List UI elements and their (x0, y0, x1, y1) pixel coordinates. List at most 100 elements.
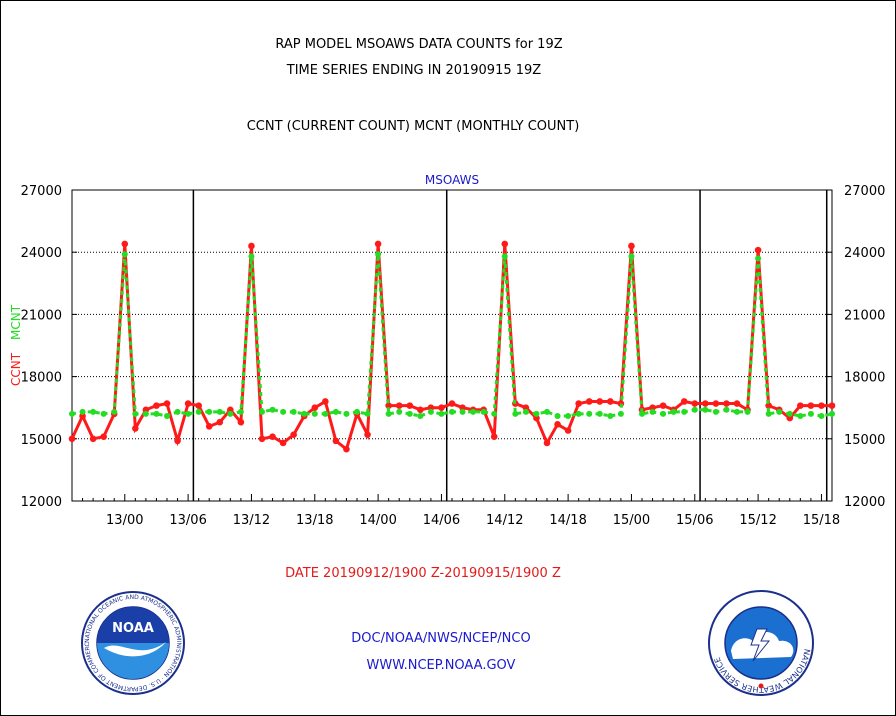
ccnt-point (659, 402, 667, 409)
mcnt-point (227, 410, 234, 417)
mcnt-point (121, 251, 128, 258)
ccnt-point (575, 400, 582, 407)
y-tick-label-left: 15000 (21, 433, 62, 448)
mcnt-point (164, 412, 170, 419)
mcnt-point (132, 410, 139, 417)
mcnt-point (744, 408, 751, 415)
ccnt-point (269, 433, 276, 441)
mcnt-point (343, 410, 350, 417)
x-tick-label: 14/00 (359, 513, 396, 528)
mcnt-point (449, 408, 455, 415)
mcnt-point (79, 408, 86, 415)
ccnt-point (585, 398, 593, 405)
mcnt-point (438, 410, 445, 417)
ccnt-point (332, 437, 340, 445)
mcnt-point (470, 408, 477, 415)
ccnt-point (184, 400, 192, 407)
x-tick-label: 13/18 (296, 513, 333, 528)
mcnt-point (237, 408, 244, 415)
ccnt-point (607, 398, 614, 405)
mcnt-point (480, 408, 487, 415)
ccnt-point (311, 404, 319, 412)
ccnt-point (702, 400, 709, 407)
ccnt-point (754, 246, 762, 254)
y-tick-label-right: 15000 (844, 433, 885, 448)
mcnt-point (544, 408, 550, 415)
plot-title: MSOAWS (425, 173, 479, 187)
mcnt-point (459, 408, 466, 415)
mcnt-point (786, 410, 793, 417)
y-tick-label-left: 21000 (21, 308, 62, 323)
mcnt-point (501, 253, 508, 260)
ccnt-point (237, 418, 245, 426)
y-tick-label-right: 27000 (844, 184, 885, 199)
mcnt-point (195, 408, 202, 415)
ccnt-point (248, 242, 255, 250)
mcnt-point (491, 410, 498, 417)
mcnt-point (248, 253, 255, 260)
mcnt-point (533, 410, 540, 417)
mcnt-point (311, 410, 318, 417)
mcnt-point (628, 253, 635, 260)
mcnt-point (206, 408, 213, 415)
chart-title-line1: RAP MODEL MSOAWS DATA COUNTS for 19Z (275, 37, 563, 52)
mcnt-point (734, 408, 740, 415)
mcnt-point (364, 410, 371, 417)
mcnt-point (259, 408, 265, 415)
x-tick-label: 13/00 (106, 513, 143, 528)
mcnt-point (596, 410, 603, 417)
x-tick-label: 15/06 (676, 513, 713, 528)
mcnt-point (565, 412, 572, 419)
ccnt-point (395, 402, 403, 409)
mcnt-point (649, 408, 656, 415)
y-tick-label-right: 18000 (844, 371, 885, 386)
y-tick-label-left: 27000 (21, 184, 62, 199)
ccnt-point (216, 418, 224, 426)
nws-logo: NATIONAL WEATHER SERVICE (708, 590, 814, 696)
plot-frame (71, 189, 833, 502)
y-tick-label-right: 12000 (844, 495, 885, 510)
y-axis-label-mcnt: MCNT (9, 304, 23, 340)
mcnt-point (396, 408, 403, 415)
ccnt-point (554, 420, 561, 428)
mcnt-point (427, 408, 434, 415)
ccnt-point (374, 240, 382, 248)
mcnt-series-line (71, 254, 833, 418)
x-tick-label: 13/12 (233, 513, 270, 528)
mcnt-point (69, 410, 75, 417)
mcnt-point (332, 408, 339, 415)
x-tick-label: 15/18 (803, 513, 840, 528)
x-tick-label: 13/06 (169, 513, 206, 528)
mcnt-point (417, 412, 424, 419)
chart-subtitle: CCNT (CURRENT COUNT) MCNT (MONTHLY COUNT… (246, 119, 580, 134)
ccnt-point (628, 242, 635, 250)
mcnt-point (712, 408, 719, 415)
ccnt-point (100, 433, 107, 441)
ccnt-point (438, 404, 445, 412)
mcnt-point (354, 408, 360, 415)
ccnt-point (205, 423, 213, 430)
x-tick-label: 15/00 (613, 513, 650, 528)
ccnt-point (543, 439, 551, 447)
ccnt-point (417, 406, 424, 414)
mcnt-point (522, 408, 529, 415)
ccnt-series-line (70, 243, 832, 452)
ccnt-point (723, 400, 730, 407)
mcnt-point (755, 255, 762, 262)
ccnt-point (501, 240, 509, 248)
ccnt-point (596, 398, 604, 405)
website-label[interactable]: WWW.NCEP.NOAA.GOV (366, 658, 516, 673)
mcnt-point (670, 408, 677, 415)
mcnt-point (375, 251, 382, 258)
x-tick-label: 15/12 (739, 513, 776, 528)
noaa-logo: NOAA NATIONAL OCEANIC AND ATMOSPHERIC AD… (80, 590, 185, 695)
mcnt-point (301, 410, 308, 417)
ccnt-point (406, 402, 414, 409)
ccnt-point (195, 402, 202, 409)
mcnt-point (269, 406, 276, 413)
y-tick-label-left: 12000 (21, 495, 62, 510)
ccnt-point (364, 431, 371, 438)
ccnt-point (818, 402, 825, 409)
ccnt-point (132, 425, 139, 432)
